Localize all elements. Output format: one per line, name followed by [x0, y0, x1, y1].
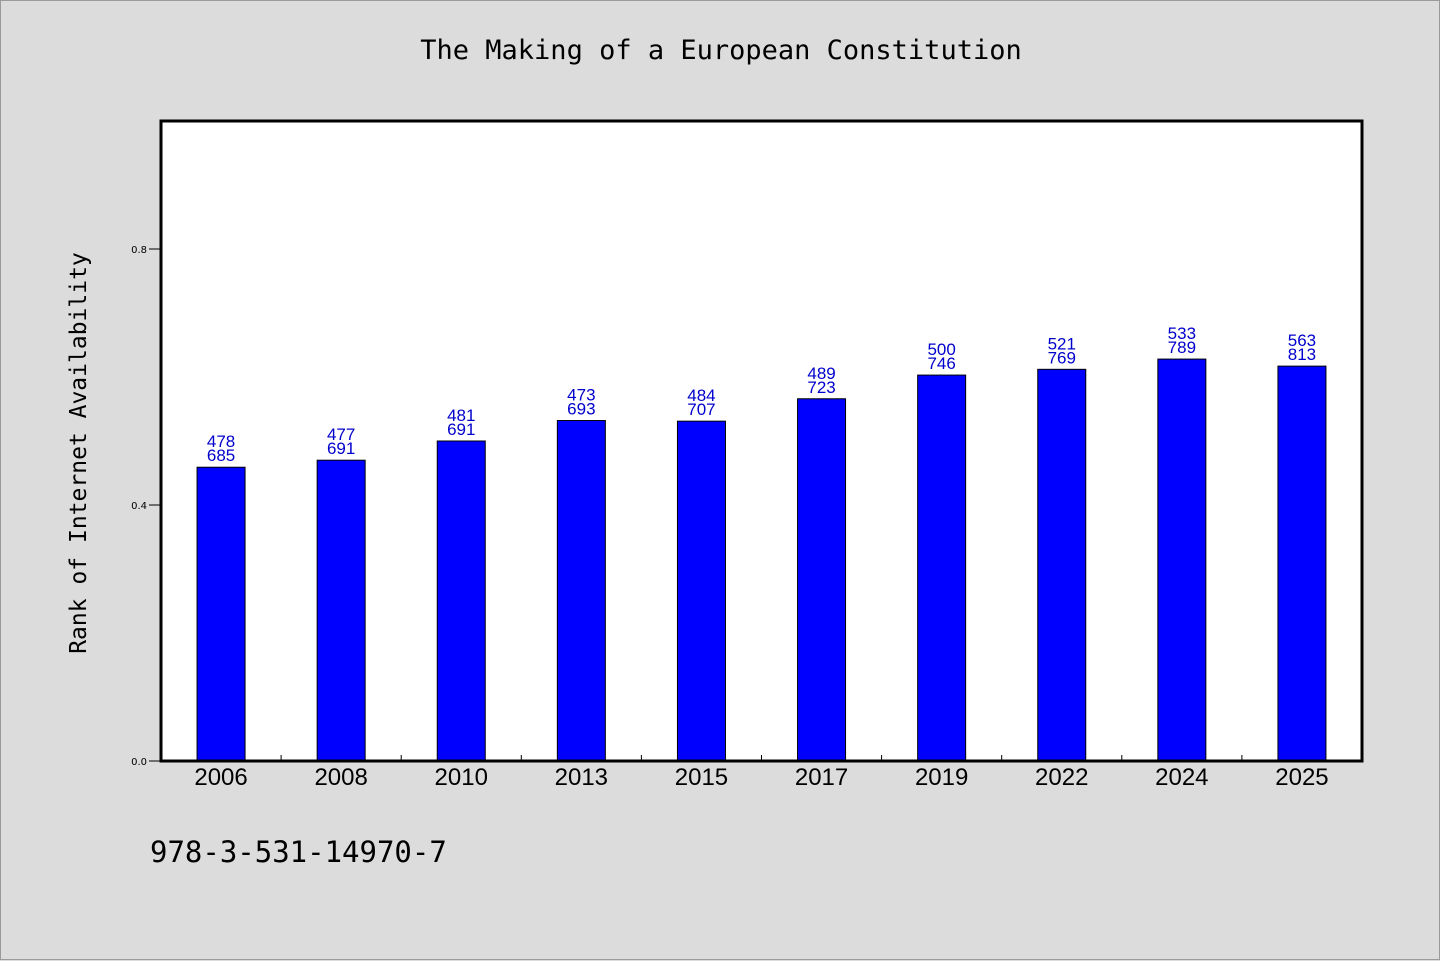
bar-data-label: 521 — [1048, 334, 1076, 353]
bar-data-label: 723 — [807, 378, 835, 397]
x-tick-label: 2022 — [1035, 764, 1088, 791]
bar — [196, 466, 246, 762]
bar — [316, 459, 366, 762]
x-tick-label: 2025 — [1275, 764, 1328, 791]
y-tick-label: 0.0 — [131, 757, 147, 768]
bar-data-label: 489 — [807, 364, 835, 383]
bar-data-label: 685 — [207, 446, 235, 465]
bar-data-label: 691 — [447, 420, 475, 439]
x-tick-label: 2008 — [314, 764, 367, 791]
bar-data-label: 484 — [687, 386, 715, 405]
x-tick-label: 2015 — [675, 764, 728, 791]
bar-data-label: 769 — [1048, 348, 1076, 367]
bar — [1037, 368, 1087, 762]
bar-data-label: 500 — [927, 340, 955, 359]
bar-data-label: 789 — [1168, 338, 1196, 357]
y-tick-label: 0.4 — [131, 501, 147, 512]
x-tick-label: 2006 — [194, 764, 247, 791]
x-tick-label: 2017 — [795, 764, 848, 791]
bar-data-label: 693 — [567, 400, 595, 419]
bar — [436, 440, 486, 762]
bar-data-label: 813 — [1288, 345, 1316, 364]
bar-data-label: 533 — [1168, 324, 1196, 343]
x-tick-label: 2019 — [915, 764, 968, 791]
bar-data-label: 473 — [567, 386, 595, 405]
plot-frame — [159, 119, 1364, 763]
bar-data-label: 563 — [1288, 331, 1316, 350]
bar-data-label: 707 — [687, 400, 715, 419]
x-tick-label: 2024 — [1155, 764, 1208, 791]
bar-data-label: 477 — [327, 425, 355, 444]
bar — [1157, 358, 1207, 762]
y-tick-label: 0.8 — [131, 245, 147, 256]
chart-title: The Making of a European Constitution — [420, 35, 1022, 66]
isbn-text: 978-3-531-14970-7 — [150, 835, 447, 869]
x-tick-label: 2013 — [555, 764, 608, 791]
x-tick-label: 2010 — [435, 764, 488, 791]
bar-data-label: 691 — [327, 439, 355, 458]
bar-data-label: 481 — [447, 406, 475, 425]
bar — [917, 374, 967, 762]
bar — [1277, 365, 1327, 762]
bar-data-label: 746 — [927, 354, 955, 373]
bar — [556, 420, 606, 762]
bar — [676, 420, 726, 762]
bar — [797, 398, 847, 762]
bar-data-label: 478 — [207, 432, 235, 451]
